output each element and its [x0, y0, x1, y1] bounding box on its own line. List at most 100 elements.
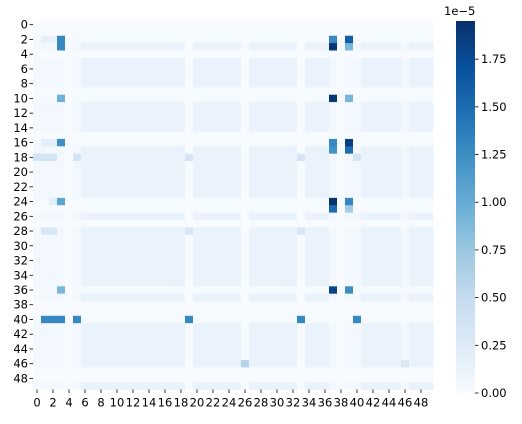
- heatmap-cell: [153, 65, 162, 73]
- heatmap-cell: [249, 360, 258, 368]
- heatmap-cell: [393, 293, 402, 302]
- heatmap-cell: [73, 79, 82, 88]
- heatmap-cell: [273, 219, 282, 228]
- heatmap-cell: [225, 219, 234, 228]
- heatmap-cell: [57, 345, 66, 354]
- heatmap-cell: [273, 79, 282, 88]
- heatmap-cell: [385, 21, 394, 29]
- heatmap-cell: [137, 227, 146, 236]
- heatmap-cell: [233, 65, 242, 73]
- heatmap-cell: [417, 21, 426, 29]
- heatmap-cell: [401, 197, 410, 206]
- heatmap-cell: [177, 43, 186, 51]
- heatmap-cell: [169, 183, 178, 191]
- heatmap-cell: [337, 102, 346, 110]
- heatmap-cell: [49, 124, 58, 132]
- heatmap-cell: [121, 308, 130, 317]
- heatmap-cell: [345, 242, 354, 250]
- heatmap-cell: [337, 72, 346, 81]
- heatmap-cell: [353, 256, 362, 265]
- colorbar-tick-label: 0.75: [481, 243, 507, 257]
- heatmap-cell: [289, 234, 298, 243]
- heatmap-cell: [361, 131, 370, 140]
- heatmap-cell: [81, 271, 90, 280]
- heatmap-cell: [249, 43, 258, 51]
- heatmap-cell: [401, 65, 410, 73]
- heatmap-cell: [81, 293, 90, 302]
- heatmap-cell: [265, 360, 274, 368]
- heatmap-cell: [49, 146, 58, 155]
- heatmap-cell: [41, 360, 50, 368]
- heatmap-cell: [97, 94, 106, 103]
- heatmap-cell: [97, 146, 106, 155]
- heatmap-cell: [297, 315, 306, 324]
- heatmap-cell: [305, 35, 314, 44]
- heatmap-cell: [329, 308, 338, 317]
- heatmap-cell: [153, 374, 162, 383]
- heatmap-cell: [281, 57, 290, 66]
- heatmap-cell: [33, 301, 42, 309]
- heatmap-cell: [169, 367, 178, 376]
- heatmap-cell: [217, 315, 226, 324]
- heatmap-cell: [145, 337, 154, 346]
- heatmap-cell: [185, 28, 194, 37]
- heatmap-cell: [177, 234, 186, 243]
- heatmap-cell: [65, 205, 74, 214]
- heatmap-cell: [289, 109, 298, 118]
- heatmap-cell: [369, 323, 378, 331]
- heatmap-cell: [185, 168, 194, 177]
- heatmap-cell: [361, 102, 370, 110]
- heatmap-cell: [393, 183, 402, 191]
- heatmap-cell: [297, 234, 306, 243]
- heatmap-cell: [377, 175, 386, 184]
- heatmap-cell: [129, 345, 138, 354]
- heatmap-cell: [297, 161, 306, 169]
- heatmap-cell: [401, 374, 410, 383]
- heatmap-cell: [265, 57, 274, 66]
- heatmap-cell: [153, 21, 162, 29]
- heatmap-cell: [129, 168, 138, 177]
- heatmap-cell: [201, 35, 210, 44]
- heatmap-cell: [49, 153, 58, 162]
- heatmap-cell: [89, 360, 98, 368]
- heatmap-cell: [97, 242, 106, 250]
- heatmap-cell: [57, 131, 66, 140]
- heatmap-cell: [193, 367, 202, 376]
- heatmap-cell: [313, 43, 322, 51]
- heatmap-cell: [201, 227, 210, 236]
- heatmap-cell: [297, 146, 306, 155]
- heatmap-cell: [401, 175, 410, 184]
- heatmap-cell: [193, 79, 202, 88]
- heatmap-cell: [169, 79, 178, 88]
- heatmap-cell: [361, 168, 370, 177]
- heatmap-cell: [233, 293, 242, 302]
- heatmap-cell: [129, 161, 138, 169]
- heatmap-cell: [201, 190, 210, 199]
- heatmap-cell: [417, 271, 426, 280]
- heatmap-cell: [265, 94, 274, 103]
- heatmap-cell: [121, 116, 130, 125]
- heatmap-cell: [161, 131, 170, 140]
- heatmap-cell: [129, 57, 138, 66]
- heatmap-cell: [289, 271, 298, 280]
- heatmap-cell: [265, 153, 274, 162]
- heatmap-cell: [337, 271, 346, 280]
- heatmap-cell: [153, 161, 162, 169]
- heatmap-cell: [129, 249, 138, 258]
- heatmap-cell: [401, 131, 410, 140]
- heatmap-cell: [313, 323, 322, 331]
- heatmap-cell: [97, 28, 106, 37]
- heatmap-cell: [57, 168, 66, 177]
- heatmap-cell: [361, 293, 370, 302]
- heatmap-cell: [289, 212, 298, 221]
- heatmap-cell: [169, 72, 178, 81]
- heatmap-cell: [273, 57, 282, 66]
- heatmap-cell: [353, 116, 362, 125]
- heatmap-cell: [105, 87, 114, 96]
- heatmap-cell: [201, 249, 210, 258]
- heatmap-cell: [361, 138, 370, 147]
- heatmap-cell: [257, 21, 266, 29]
- heatmap-cell: [425, 308, 434, 317]
- y-tick-label: 28: [13, 224, 28, 238]
- heatmap-cell: [129, 72, 138, 81]
